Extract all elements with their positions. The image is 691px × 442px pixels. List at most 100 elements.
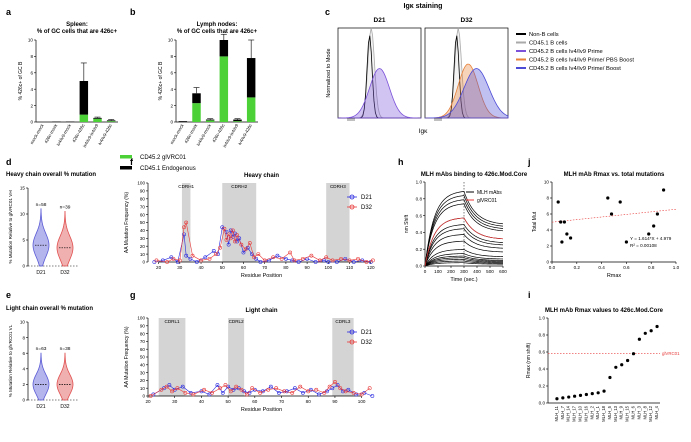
panel-i-category-label: MLH_13 — [613, 405, 618, 421]
panel-h-x-tick-label: 100 — [434, 269, 442, 274]
panel-f-y-tick-label: 80 — [140, 197, 146, 202]
panel-h-curve-mlh — [424, 228, 504, 267]
panel-f-point-d32 — [356, 256, 360, 261]
panel-a-bar-endogenous — [106, 120, 116, 122]
panel-b-bar-endogenous — [178, 121, 188, 122]
panel-g-x-tick-label: 40 — [199, 399, 205, 404]
panel-h-y-tick-label: 0.0 — [416, 264, 423, 269]
panel-f-point-d21 — [188, 256, 193, 261]
panel-g-x-tick-label: 30 — [172, 399, 178, 404]
panel-f-point-d32 — [292, 258, 297, 263]
panel-g-legend-marker — [349, 339, 355, 345]
panel-a-category-label: iv4/iv9-426c — [97, 122, 113, 145]
panel-f-point-d32 — [239, 242, 244, 247]
panel-i-point — [596, 391, 600, 395]
panel-b-subtitle: % of GC cells that are 426c+ — [177, 29, 258, 35]
panel-g-y-tick-label: 30 — [140, 370, 146, 375]
panel-g-point-d21 — [268, 384, 273, 389]
panel-g-point-d32 — [175, 386, 180, 391]
panel-g-point-d32 — [258, 390, 263, 395]
panel-i-category-label: MLH_12 — [648, 405, 653, 421]
panel-letter-j: j — [527, 157, 531, 167]
panel-g-x-tick-label: 50 — [226, 399, 232, 404]
panel-b-category-label: 426c-426c — [211, 122, 226, 143]
panel-f-point-d21 — [203, 255, 208, 260]
panel-b-bar-glvrc01 — [192, 103, 201, 122]
panel-g-legend-label: D21 — [361, 330, 373, 336]
panel-g-title: Light chain — [246, 308, 278, 314]
panel-j-y-tick-label: 4 — [546, 228, 549, 233]
panel-f-point-d32 — [207, 256, 212, 261]
panel-j-point — [624, 240, 629, 244]
panel-j-xlabel: Rmax — [607, 273, 622, 279]
panel-f-point-d32 — [228, 236, 233, 241]
panel-i-point — [649, 329, 653, 333]
panel-j-y-tick-label: 10 — [544, 180, 550, 185]
panel-h-curve-mlh — [424, 262, 503, 267]
panel-j-x-tick-label: 0.8 — [648, 265, 655, 270]
panel-f-point-d21 — [343, 256, 348, 261]
panel-f-x-tick-label: 80 — [283, 265, 289, 270]
panel-letter-f: f — [130, 157, 134, 167]
panel-f-cdr-region — [222, 183, 257, 262]
panel-g-point-d32 — [250, 386, 255, 391]
panel-a-bar-glvrc01 — [93, 118, 102, 122]
panel-letter-a: a — [6, 7, 12, 17]
panel-j-point — [662, 188, 666, 192]
panel-a-subtitle: % of GC cells that are 426c+ — [37, 29, 118, 35]
panel-i-point — [555, 397, 559, 401]
panel-f-point-d21 — [275, 253, 280, 258]
panel-f-point-d21 — [226, 242, 231, 247]
panel-g-ylabel: AA Mutation Frequency (%) — [124, 326, 130, 387]
panel-i-y-tick-label: 0.8 — [539, 333, 546, 338]
legend-label-ab: CD45.1 Endogenous — [140, 166, 196, 172]
panel-f-point-d32 — [243, 247, 248, 252]
panel-f-point-d21 — [194, 260, 199, 264]
panel-h-ylabel: nm Shift — [404, 214, 410, 233]
panel-g-point-d32 — [191, 392, 196, 397]
panel-j-point — [569, 236, 573, 240]
panel-i-category-label: MLH_8 — [642, 405, 647, 419]
panel-d-y-tick-label: 0 — [22, 264, 25, 269]
panel-e-category-label: D32 — [60, 404, 69, 410]
panel-h-y-tick-label: 0.6 — [416, 213, 423, 218]
panel-i-category-label: MLH_16 — [583, 405, 588, 421]
panel-c-facet-label: D21 — [374, 17, 386, 24]
panel-f-point-d32 — [309, 253, 314, 258]
panel-e-n-label: n=63 — [36, 346, 47, 352]
panel-g-point-d32 — [306, 389, 311, 394]
panel-a-y-tick-label: 6 — [30, 71, 33, 76]
panel-h-y-tick-label: 0.2 — [416, 247, 423, 252]
panel-f-point-d21 — [250, 252, 254, 257]
panel-d-title: Heavy chain overall % mutation — [6, 172, 96, 178]
panel-f-point-d32 — [177, 258, 182, 263]
panel-f-y-tick-label: 60 — [140, 212, 146, 217]
panel-j-point — [655, 212, 660, 216]
panel-f-y-tick-label: 10 — [140, 252, 146, 257]
panel-f-y-tick-label: 0 — [142, 260, 145, 265]
legend-label-c: CD45.2 B cells Iv4/Iv9 Prime — [529, 49, 603, 55]
panel-i-reference-label: glVRC01 — [662, 351, 680, 356]
panel-f-cdr-label: CDRH2 — [231, 184, 247, 189]
panel-h-x-tick-label: 0 — [424, 269, 427, 274]
panel-f-point-d21 — [360, 258, 365, 263]
panel-f-x-tick-label: 40 — [198, 265, 204, 270]
panel-i-category-label: MLH_9 — [619, 405, 624, 419]
panel-h-curve-mlh — [424, 249, 504, 267]
panel-a-bar-glvrc01 — [79, 114, 89, 122]
panel-i-point — [626, 358, 630, 363]
panel-e-y-tick-label: 6 — [22, 351, 25, 356]
panel-j-fit-equation: Y = 1.614*X + 4.979 — [630, 236, 672, 241]
panel-letter-d: d — [6, 157, 12, 167]
panel-g-legend-label: D32 — [361, 340, 373, 346]
panel-h-curve-mlh — [424, 259, 504, 267]
panel-g-point-d32 — [266, 387, 271, 392]
panel-i-point — [620, 363, 624, 367]
panel-j-y-tick-label: 0 — [546, 260, 549, 265]
panel-e-violin — [56, 352, 74, 401]
panel-f-point-d32 — [364, 260, 369, 264]
panel-a-y-tick-label: 8 — [30, 54, 33, 59]
panel-g-point-d32 — [274, 386, 279, 391]
panel-b-y-tick-label: 2 — [170, 103, 173, 108]
panel-i-category-label: MLH_11 — [554, 405, 559, 421]
